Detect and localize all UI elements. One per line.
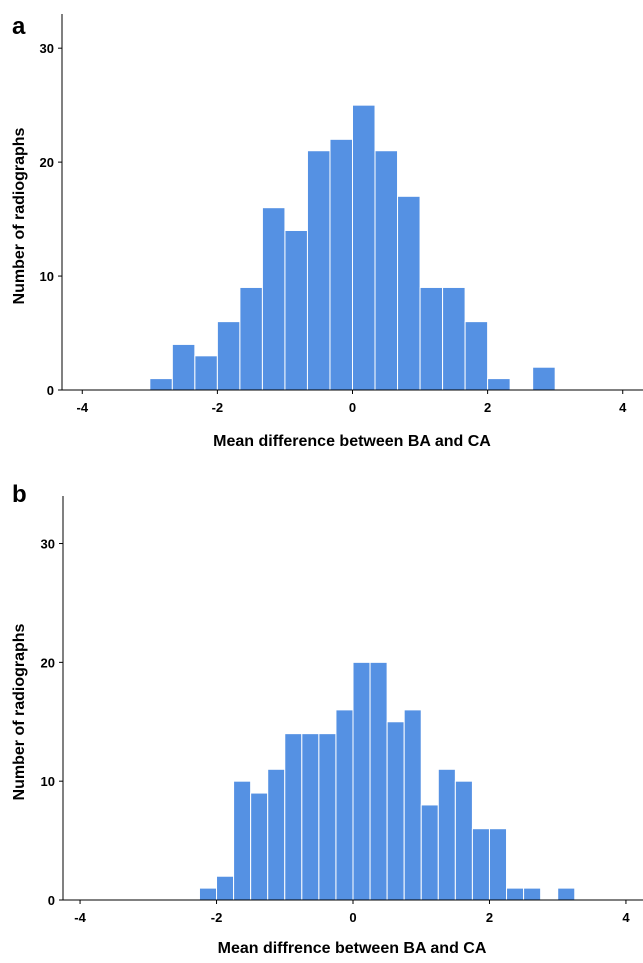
histogram-bar-b-7 xyxy=(318,733,337,901)
histogram-bar-b-6 xyxy=(301,733,320,901)
x-tick-label-b-2: 2 xyxy=(486,910,493,925)
histogram-bar-b-18 xyxy=(506,887,525,901)
x-tick-label-b--2: -2 xyxy=(211,910,223,925)
histogram-bar-a-8 xyxy=(329,138,354,391)
histogram-bar-a-10 xyxy=(374,150,399,391)
histogram-bar-a-12 xyxy=(419,286,444,391)
histogram-bar-a-6 xyxy=(284,229,308,391)
panel-label-b: b xyxy=(12,481,27,508)
histogram-bar-b-19 xyxy=(523,887,542,901)
panel-label-a: a xyxy=(12,13,26,40)
histogram-bar-b-21 xyxy=(557,887,576,901)
histogram-bar-a-5 xyxy=(261,207,286,391)
histogram-bar-a-3 xyxy=(216,321,241,391)
histogram-bar-b-0 xyxy=(198,887,218,901)
histogram-bar-a-7 xyxy=(306,150,331,391)
histogram-bar-a-14 xyxy=(464,321,489,391)
histogram-bar-b-8 xyxy=(335,709,354,901)
histogram-bar-b-9 xyxy=(352,661,371,901)
histogram-bar-a-11 xyxy=(397,195,421,391)
histogram-bar-b-15 xyxy=(454,780,473,901)
y-tick-label-a-30: 30 xyxy=(40,41,54,56)
histogram-bar-a-17 xyxy=(532,366,556,391)
y-tick-label-a-10: 10 xyxy=(40,269,54,284)
histogram-bar-b-2 xyxy=(233,780,252,901)
histogram-panel-a: a 0 10 20 30 -4 -2 0 2 4 Number of radiographs M… xyxy=(11,13,643,450)
histogram-bar-a-13 xyxy=(442,286,466,391)
x-axis-title-b: Mean diffrence between BA and CA xyxy=(218,940,487,957)
x-tick-label-a--4: -4 xyxy=(76,400,88,415)
histogram-bar-b-11 xyxy=(386,721,405,901)
histogram-bar-b-4 xyxy=(267,768,286,901)
tick-labels-a: 0 10 20 30 -4 -2 0 2 4 xyxy=(40,41,628,415)
y-tick-label-b-30: 30 xyxy=(41,537,55,552)
bars-a xyxy=(149,104,556,391)
y-tick-label-a-0: 0 xyxy=(47,383,54,398)
x-axis-title-a: Mean difference between BA and CA xyxy=(213,433,491,450)
histogram-bar-b-17 xyxy=(488,828,508,901)
histogram-bar-b-3 xyxy=(250,792,269,901)
histogram-bar-b-10 xyxy=(369,661,388,901)
histogram-bar-b-1 xyxy=(216,875,235,901)
histogram-bar-a-15 xyxy=(487,378,511,391)
y-axis-title-b: Number of radiographs xyxy=(11,623,28,800)
histogram-bar-a-4 xyxy=(239,286,263,391)
y-axis-title-a: Number of radiographs xyxy=(11,127,28,304)
x-tick-label-a-2: 2 xyxy=(484,400,491,415)
axes-a xyxy=(58,14,643,394)
histogram-bar-a-0 xyxy=(149,378,173,391)
histogram-bar-a-1 xyxy=(171,343,196,391)
x-tick-label-a-4: 4 xyxy=(619,400,627,415)
x-tick-label-b-0: 0 xyxy=(349,910,356,925)
histogram-panel-b: b 0 10 20 30 -4 -2 0 2 4 Number of radiographs M… xyxy=(11,481,643,957)
bars-b xyxy=(198,661,576,901)
histogram-bar-b-16 xyxy=(471,828,490,901)
y-tick-label-a-20: 20 xyxy=(40,155,54,170)
x-tick-label-a-0: 0 xyxy=(349,400,356,415)
y-tick-label-b-20: 20 xyxy=(41,655,55,670)
histogram-bar-b-5 xyxy=(284,733,303,901)
axes-b xyxy=(59,496,643,904)
y-tick-label-b-10: 10 xyxy=(41,774,55,789)
histogram-bar-b-12 xyxy=(403,709,422,901)
x-tick-label-a--2: -2 xyxy=(212,400,224,415)
x-tick-label-b-4: 4 xyxy=(622,910,630,925)
x-tick-label-b--4: -4 xyxy=(74,910,86,925)
tick-labels-b: 0 10 20 30 -4 -2 0 2 4 xyxy=(41,537,631,925)
histogram-bar-a-2 xyxy=(194,355,218,391)
histogram-bar-a-9 xyxy=(352,104,376,391)
histogram-bar-b-14 xyxy=(437,768,456,901)
histogram-bar-b-13 xyxy=(420,804,439,901)
y-tick-label-b-0: 0 xyxy=(48,893,55,908)
